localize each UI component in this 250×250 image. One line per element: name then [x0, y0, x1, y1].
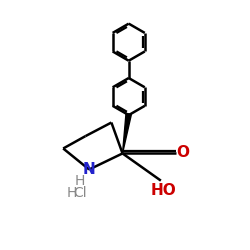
- Text: O: O: [176, 145, 189, 160]
- Text: Cl: Cl: [74, 186, 87, 200]
- Polygon shape: [122, 114, 132, 154]
- Text: H: H: [66, 186, 76, 200]
- Text: H: H: [74, 174, 85, 188]
- Text: HO: HO: [150, 182, 176, 198]
- Text: N: N: [83, 162, 96, 177]
